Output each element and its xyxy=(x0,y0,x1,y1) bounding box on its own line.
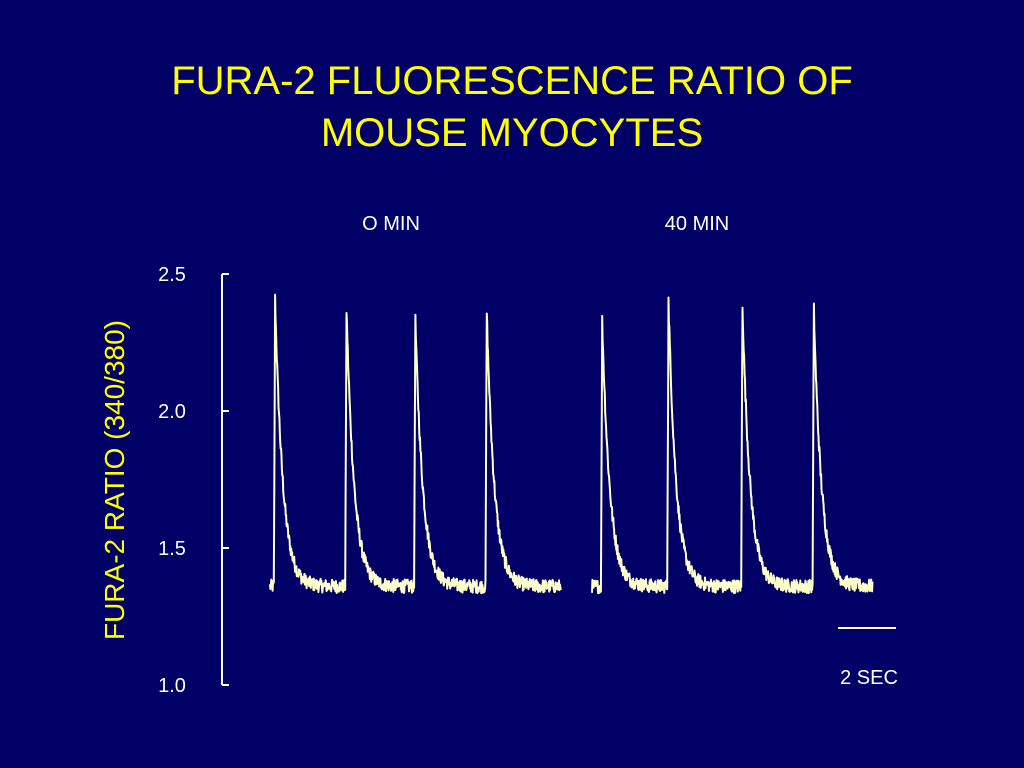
y-tick-label: 2.5 xyxy=(158,264,186,286)
chart-title: FURA-2 FLUORESCENCE RATIO OF MOUSE MYOCY… xyxy=(0,55,1024,159)
scale-bar-label: 2 SEC xyxy=(840,667,898,689)
trace-line xyxy=(269,293,562,595)
title-line-2: MOUSE MYOCYTES xyxy=(320,111,704,155)
panel-label: O MIN xyxy=(362,213,420,235)
title-line-1: FURA-2 FLUORESCENCE RATIO OF xyxy=(171,59,853,103)
y-axis-title: FURA-2 RATIO (340/380) xyxy=(99,320,130,640)
y-tick-label: 1.0 xyxy=(158,675,186,697)
y-tick-label: 1.5 xyxy=(158,538,186,560)
trace-line xyxy=(591,296,874,595)
y-tick-label: 2.0 xyxy=(158,401,186,423)
panel-label: 40 MIN xyxy=(665,213,729,235)
